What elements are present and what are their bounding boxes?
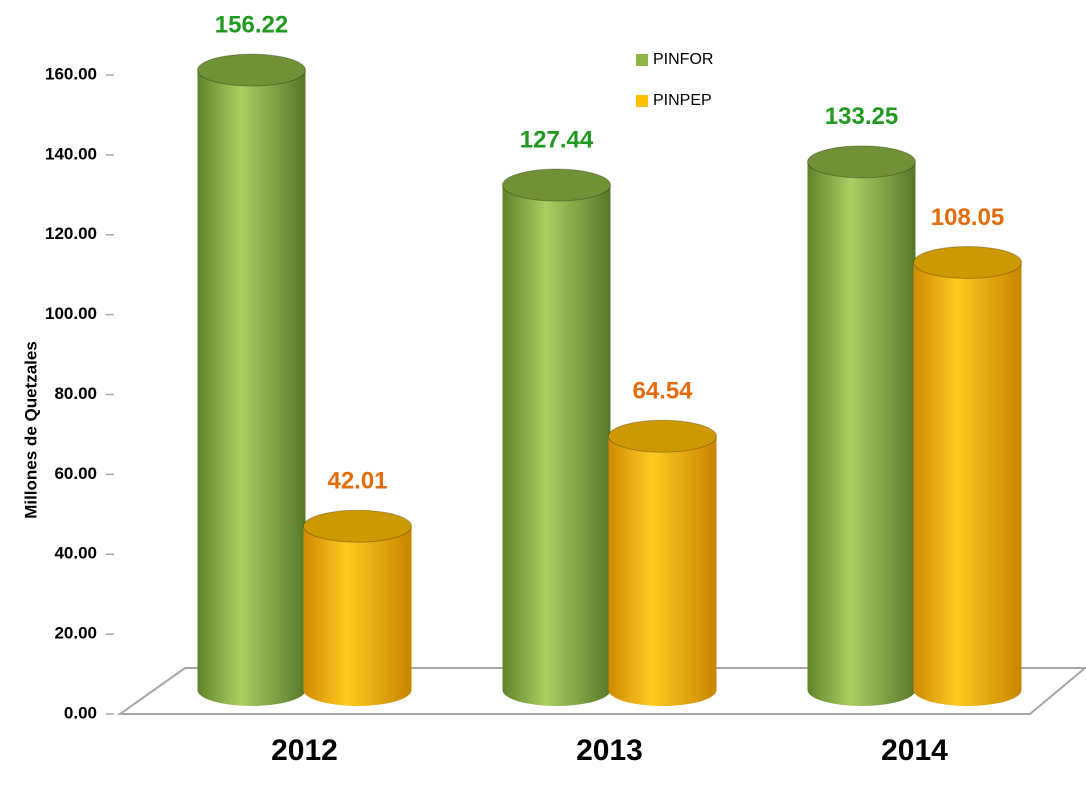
y-tick-label: 160.00 (45, 64, 97, 83)
cylinder-body (197, 70, 306, 706)
value-label: 156.22 (215, 11, 288, 38)
y-tick-label: 80.00 (54, 384, 97, 403)
cylinder-top (502, 168, 611, 202)
legend-swatch (636, 95, 648, 107)
legend-swatch (636, 54, 648, 66)
cylinder-body (502, 185, 611, 706)
cylinder-top (913, 245, 1022, 279)
floor (116, 667, 1086, 715)
value-label: 133.25 (825, 103, 898, 130)
cylinder-body (913, 262, 1022, 706)
cylinder-body (807, 161, 916, 706)
cylinder-top (197, 53, 306, 87)
value-label: 42.01 (327, 468, 387, 495)
y-tick-label: 100.00 (45, 304, 97, 323)
cylinder-body (608, 436, 717, 706)
value-label: 127.44 (520, 126, 594, 153)
cylinder-top (303, 509, 412, 543)
cylinder-body (303, 526, 412, 706)
legend-label: PINFOR (653, 51, 713, 68)
legend-label: PINPEP (653, 92, 712, 109)
y-tick-label: 60.00 (54, 464, 97, 483)
y-axis-label: Millones de Quetzales (21, 341, 40, 519)
cylinder-top (608, 419, 717, 453)
y-tick-label: 140.00 (45, 144, 97, 163)
y-tick-label: 0.00 (64, 703, 97, 722)
y-tick-label: 120.00 (45, 224, 97, 243)
value-label: 64.54 (632, 378, 693, 405)
value-label: 108.05 (931, 204, 1004, 231)
y-tick-label: 20.00 (54, 624, 97, 643)
cylinder-top (807, 145, 916, 179)
x-tick-label: 2014 (881, 734, 948, 767)
x-tick-label: 2012 (271, 734, 338, 767)
y-tick-label: 40.00 (54, 544, 97, 563)
x-tick-label: 2013 (576, 734, 643, 767)
